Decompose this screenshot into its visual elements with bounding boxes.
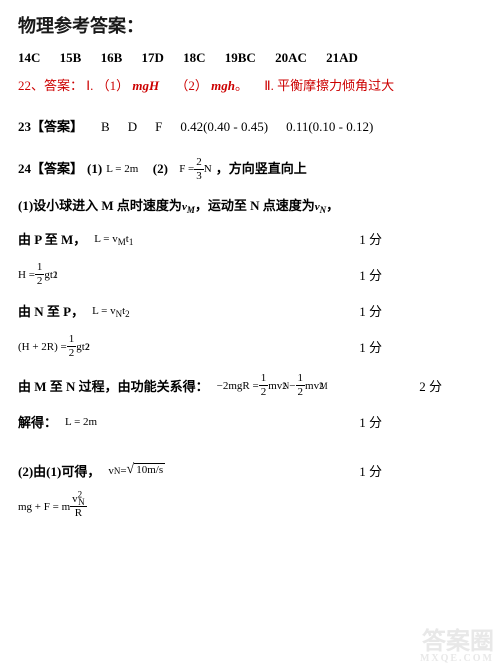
var: vN: [315, 201, 326, 213]
eq-NP: 由 N 至 P， L = vNt2 1 分: [18, 301, 482, 320]
page-title: 物理参考答案：: [18, 12, 482, 38]
score: 1 分: [359, 461, 382, 480]
eq-MN: 由 M 至 N 过程，由功能关系得： −2mgR = 12 mv2N − 12 …: [18, 373, 482, 398]
eq-lhs: F =: [179, 161, 194, 178]
q24-a1-n: (1): [87, 159, 102, 179]
text: ，运动至 N 点速度为: [195, 198, 315, 213]
equation: −2mgR = 12 mv2N − 12 mv2M: [217, 373, 328, 398]
text: (1)设小球进入 M 点时速度为: [18, 198, 182, 213]
eq-solve: 解得： L = 2m 1 分: [18, 412, 482, 431]
q22-item1-v: mgH: [132, 78, 159, 93]
eq-PM: 由 P 至 M， L = vMt1 1 分: [18, 229, 482, 248]
choice-item: 15B: [60, 48, 82, 68]
q23-val: F: [155, 117, 162, 137]
q22-item2-n: （2）: [175, 78, 208, 93]
q24-a2-n: (2): [153, 159, 168, 179]
choice-item: 14C: [18, 48, 40, 68]
eq-H: H = 12 gt21 1 分: [18, 262, 482, 287]
q23-answer: 23【答案】 B D F 0.42(0.40 - 0.45) 0.11(0.10…: [18, 117, 482, 137]
frac-den: 3: [194, 170, 204, 182]
choice-item: 16B: [101, 48, 123, 68]
equation: H = 12 gt21: [18, 262, 58, 287]
equation: L = 2m: [65, 416, 97, 428]
sqrt: √10m/s: [127, 463, 166, 477]
choice-item: 18C: [183, 48, 205, 68]
q22-item2-v: mgh: [211, 78, 235, 93]
q23-label: 23【答案】: [18, 117, 83, 137]
fraction: 2 3: [194, 157, 204, 182]
score: 1 分: [359, 229, 382, 248]
watermark-url: MXQE.COM: [420, 654, 494, 664]
q24-a1-eq: L = 2m: [106, 161, 138, 178]
equation: (H + 2R) = 12 gt22: [18, 334, 90, 359]
eq-mgF: mg + F = m v2N R: [18, 494, 482, 519]
label: 由 N 至 P，: [18, 301, 84, 320]
q22-part2-text: 平衡摩擦力倾角过大: [277, 78, 394, 93]
q23-val: 0.42(0.40 - 0.45): [180, 117, 268, 137]
fraction: v2N R: [70, 494, 87, 519]
equation: vN = √10m/s: [108, 463, 165, 477]
eq-unit: N: [204, 161, 212, 178]
text: ，: [326, 198, 339, 213]
q24-label: 24【答案】: [18, 159, 83, 179]
score: 1 分: [359, 412, 382, 431]
equation: L = vMt1: [94, 233, 133, 245]
watermark: 答案圈 MXQE.COM: [420, 630, 494, 664]
label: (2)由(1)可得，: [18, 461, 100, 480]
label: 由 P 至 M，: [18, 229, 86, 248]
q23-val: B: [101, 117, 110, 137]
equation: L = vNt2: [92, 305, 130, 317]
q22-answer: 22、答案： Ⅰ. （1） mgH （2） mgh。 Ⅱ. 平衡摩擦力倾角过大: [18, 76, 482, 96]
var: vM: [182, 201, 195, 213]
q24-answer-head: 24【答案】 (1) L = 2m (2) F = 2 3 N ，方向竖直向上: [18, 157, 482, 182]
q24-intro: (1)设小球进入 M 点时速度为vM，运动至 N 点速度为vN，: [18, 196, 482, 216]
choice-item: 21AD: [326, 48, 358, 68]
eq-part2: (2)由(1)可得， vN = √10m/s 1 分: [18, 461, 482, 480]
score: 1 分: [359, 337, 382, 356]
q23-val: D: [128, 117, 137, 137]
equation: mg + F = m v2N R: [18, 494, 87, 519]
q23-val: 0.11(0.10 - 0.12): [286, 117, 373, 137]
score: 2 分: [419, 376, 442, 395]
q24-a2-eq: F = 2 3 N: [179, 157, 212, 182]
q22-part2-label: Ⅱ.: [264, 78, 274, 93]
q22-part1-label: Ⅰ.: [86, 78, 93, 93]
label: 解得：: [18, 412, 57, 431]
q22-prefix: 22、答案：: [18, 78, 83, 93]
q22-item1-n: （1）: [97, 78, 130, 93]
choice-item: 17D: [141, 48, 163, 68]
q24-a2-tail: ，方向竖直向上: [216, 159, 307, 179]
score: 1 分: [359, 301, 382, 320]
eq-H2R: (H + 2R) = 12 gt22 1 分: [18, 334, 482, 359]
watermark-text: 答案圈: [422, 629, 494, 655]
choice-item: 19BC: [225, 48, 256, 68]
choice-answers: 14C 15B 16B 17D 18C 19BC 20AC 21AD: [18, 48, 482, 68]
frac-num: 2: [194, 157, 204, 170]
choice-item: 20AC: [275, 48, 307, 68]
label: 由 M 至 N 过程，由功能关系得：: [18, 376, 209, 395]
score: 1 分: [359, 265, 382, 284]
